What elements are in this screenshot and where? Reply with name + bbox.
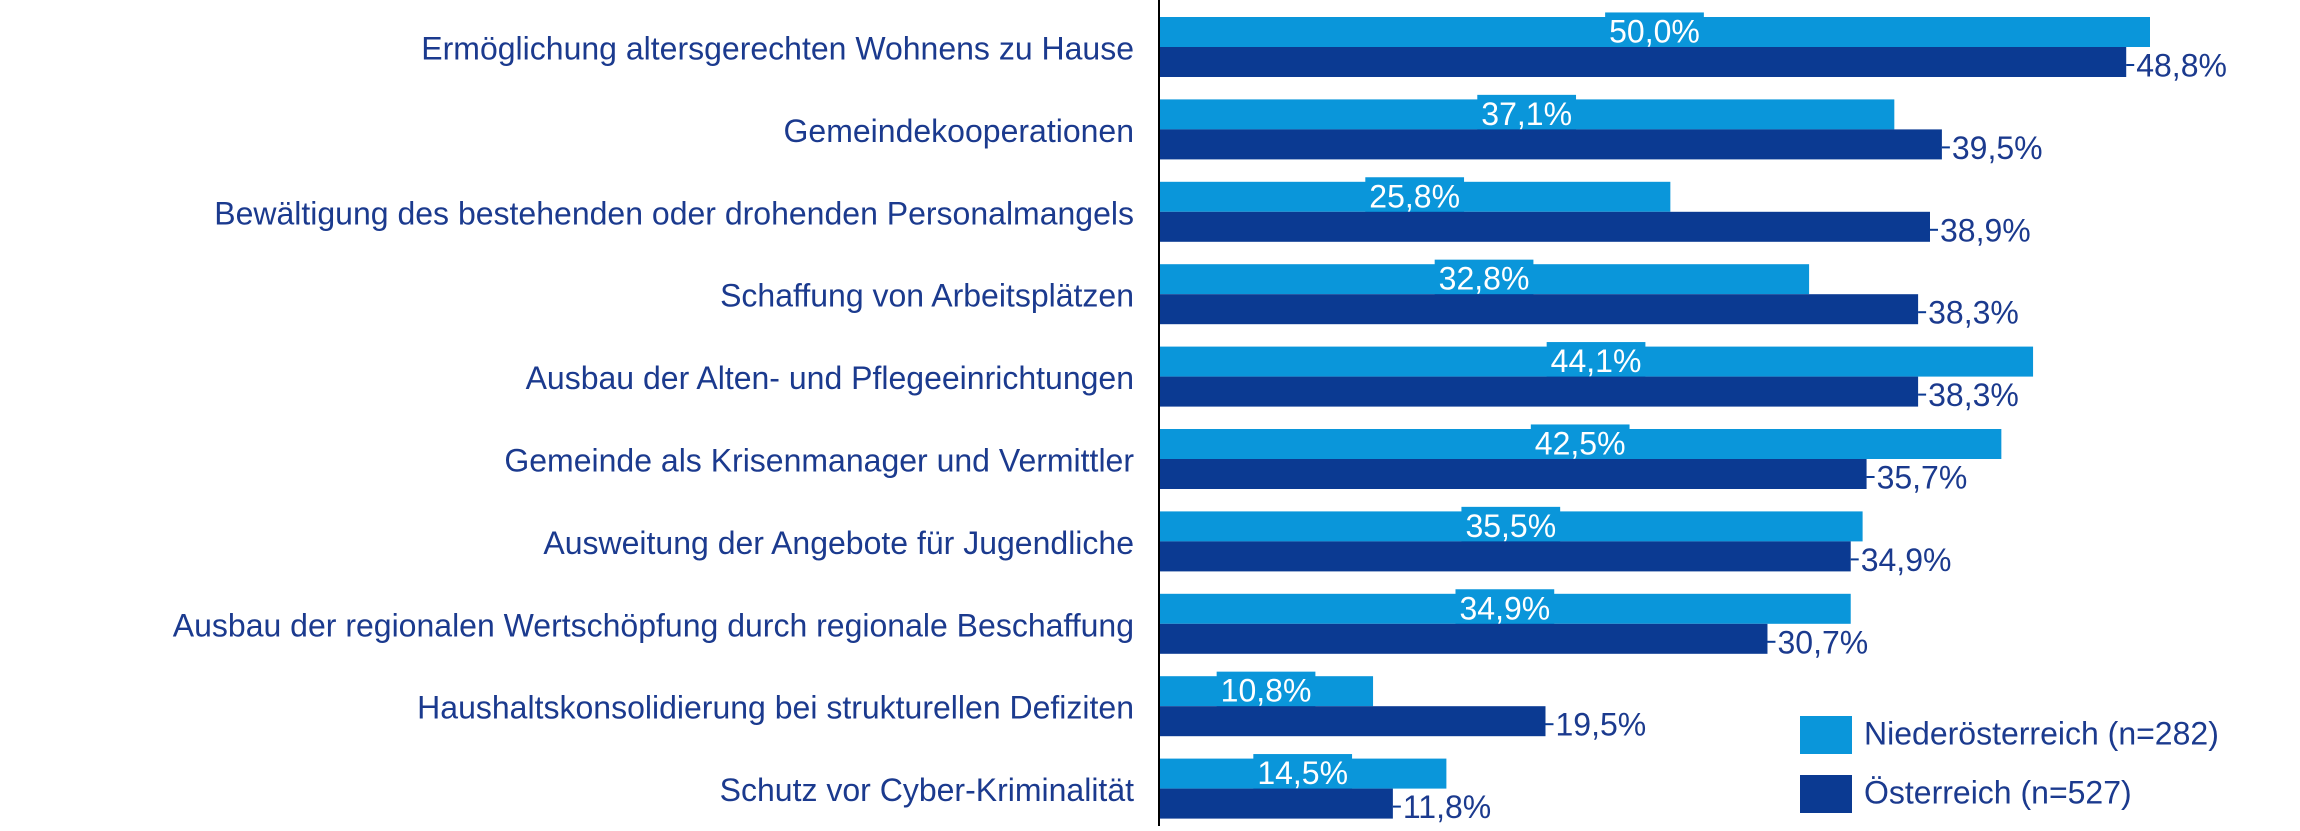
value-label: 34,9%: [1861, 542, 1952, 578]
value-label: 32,8%: [1439, 261, 1530, 297]
value-label: 44,1%: [1551, 343, 1642, 379]
value-label-bg: [1530, 424, 1630, 463]
value-label: 34,9%: [1459, 590, 1550, 626]
bar: [1159, 706, 1546, 737]
value-label: 35,7%: [1877, 459, 1968, 495]
legend-label: Österreich (n=527): [1864, 774, 2132, 810]
value-label: 48,8%: [2136, 47, 2227, 83]
bar: [1159, 211, 1930, 242]
bar: [1159, 788, 1393, 819]
legend-label: Niederösterreich (n=282): [1864, 715, 2219, 751]
value-label-bg: [1477, 94, 1577, 133]
value-label: 35,5%: [1465, 508, 1556, 544]
legend-swatch: [1800, 775, 1852, 813]
value-label: 14,5%: [1257, 755, 1348, 791]
bar: [1159, 129, 1942, 160]
value-label: 38,3%: [1928, 377, 2019, 413]
category-label: Bewältigung des bestehenden oder drohend…: [214, 195, 1134, 231]
value-label: 37,1%: [1481, 96, 1572, 132]
category-label: Ausbau der Alten- und Pflegeeinrichtunge…: [526, 360, 1134, 396]
value-label: 42,5%: [1535, 425, 1626, 461]
value-label: 19,5%: [1555, 707, 1646, 743]
category-label: Schutz vor Cyber-Kriminalität: [720, 772, 1134, 808]
value-label-bg: [1365, 177, 1465, 216]
category-label: Ausbau der regionalen Wertschöpfung durc…: [173, 607, 1134, 643]
value-label-bg: [1434, 259, 1534, 298]
value-label: 50,0%: [1609, 13, 1700, 49]
category-label: Schaffung von Arbeitsplätzen: [720, 278, 1134, 314]
value-label-bg: [1216, 671, 1316, 710]
category-label: Ausweitung der Angebote für Jugendliche: [543, 525, 1134, 561]
value-label: 39,5%: [1952, 130, 2043, 166]
value-label-bg: [1546, 342, 1646, 381]
bar: [1159, 459, 1867, 489]
value-label-bg: [1605, 12, 1704, 51]
value-label: 30,7%: [1777, 624, 1868, 660]
value-label: 10,8%: [1221, 673, 1312, 709]
category-label: Gemeindekooperationen: [784, 113, 1134, 149]
bar: [1159, 623, 1768, 654]
value-label-bg: [1455, 589, 1555, 628]
bar: [1159, 541, 1851, 572]
bar: [1159, 47, 2127, 77]
value-label: 38,9%: [1940, 212, 2031, 248]
value-label-bg: [1461, 506, 1561, 545]
legend-swatch: [1800, 716, 1852, 754]
category-label: Haushaltskonsolidierung bei strukturelle…: [417, 690, 1134, 726]
category-label: Ermöglichung altersgerechten Wohnens zu …: [421, 30, 1134, 66]
category-label: Gemeinde als Krisenmanager und Vermittle…: [504, 442, 1134, 478]
value-label: 38,3%: [1928, 295, 2019, 331]
value-label: 11,8%: [1403, 789, 1491, 825]
bar: [1159, 376, 1919, 407]
value-label-bg: [1253, 754, 1353, 793]
value-label: 25,8%: [1369, 178, 1460, 214]
bar: [1159, 294, 1919, 325]
